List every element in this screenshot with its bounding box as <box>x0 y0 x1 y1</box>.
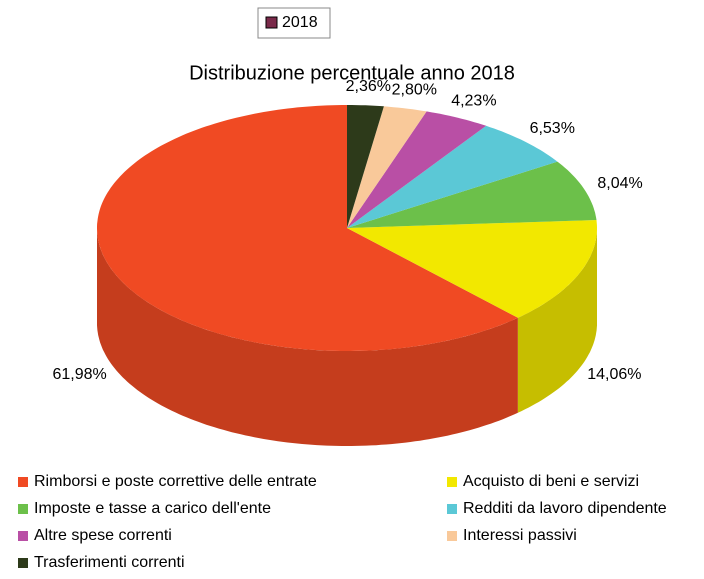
chart-title: Distribuzione percentuale anno 2018 <box>189 62 515 84</box>
data-label: 4,23% <box>451 92 496 109</box>
legend-swatch <box>18 504 28 514</box>
data-label: 14,06% <box>587 366 641 383</box>
data-label: 2,36% <box>346 78 391 95</box>
legend-label: Redditi da lavoro dipendente <box>463 500 667 517</box>
legend-label: Trasferimenti correnti <box>34 554 185 571</box>
pie-slice <box>347 220 597 318</box>
legend-swatch <box>18 531 28 541</box>
legend-swatch <box>265 16 278 29</box>
legend-swatch <box>447 531 457 541</box>
legend-label: Altre spese correnti <box>34 527 172 544</box>
data-label: 6,53% <box>530 120 575 137</box>
pie-slice-side <box>97 228 518 446</box>
pie-slice-side <box>517 228 597 413</box>
pie-slice <box>347 105 384 228</box>
data-label: 2,80% <box>392 82 437 99</box>
data-label: 8,04% <box>597 175 642 192</box>
legend-label: 2018 <box>282 14 318 31</box>
pie-slice <box>347 125 558 228</box>
pie-slice <box>347 111 487 228</box>
pie-slice <box>347 161 597 228</box>
legend-label: Acquisto di beni e servizi <box>463 473 639 490</box>
data-label: 61,98% <box>52 366 106 383</box>
legend-label: Interessi passivi <box>463 527 577 544</box>
pie-slice <box>97 105 518 351</box>
pie-slice <box>347 106 427 228</box>
legend-label: Rimborsi e poste correttive delle entrat… <box>34 473 317 490</box>
legend-swatch <box>18 558 28 568</box>
legend-label: Imposte e tasse a carico dell'ente <box>34 500 271 517</box>
legend-swatch <box>447 504 457 514</box>
legend-swatch <box>18 477 28 487</box>
legend-swatch <box>447 477 457 487</box>
